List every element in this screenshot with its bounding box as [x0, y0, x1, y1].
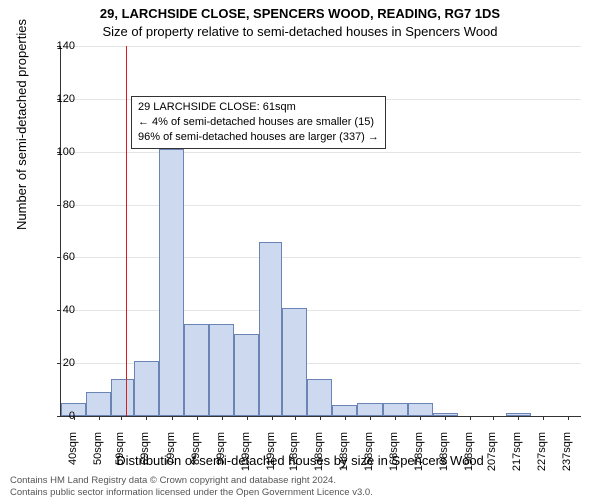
xtick-mark	[543, 416, 544, 420]
histogram-bar	[111, 379, 134, 416]
xtick-mark	[121, 416, 122, 420]
xtick-label: 148sqm	[338, 432, 350, 476]
xtick-mark	[370, 416, 371, 420]
xtick-mark	[222, 416, 223, 420]
xtick-label: 59sqm	[114, 432, 126, 476]
xtick-label: 207sqm	[486, 432, 498, 476]
xtick-mark	[395, 416, 396, 420]
annotation-line2: ← 4% of semi-detached houses are smaller…	[138, 115, 379, 130]
footer-licence: Contains public sector information licen…	[10, 487, 373, 498]
xtick-mark	[420, 416, 421, 420]
histogram-bar	[383, 403, 408, 416]
gridline	[61, 46, 581, 47]
xtick-label: 109sqm	[240, 432, 252, 476]
xtick-mark	[99, 416, 100, 420]
ytick-label: 20	[40, 357, 75, 369]
xtick-mark	[197, 416, 198, 420]
xtick-mark	[470, 416, 471, 420]
xtick-label: 119sqm	[265, 432, 277, 476]
chart-container: 29, LARCHSIDE CLOSE, SPENCERS WOOD, READ…	[0, 0, 600, 500]
annotation-line1: 29 LARCHSIDE CLOSE: 61sqm	[138, 100, 379, 115]
xtick-label: 138sqm	[313, 432, 325, 476]
xtick-mark	[320, 416, 321, 420]
histogram-bar	[307, 379, 332, 416]
ytick-label: 80	[40, 199, 75, 211]
histogram-bar	[357, 403, 382, 416]
xtick-label: 217sqm	[511, 432, 523, 476]
histogram-bar	[234, 334, 259, 416]
gridline	[61, 257, 581, 258]
xtick-label: 237sqm	[561, 432, 573, 476]
histogram-bar	[282, 308, 307, 416]
histogram-bar	[209, 324, 234, 417]
ytick-label: 100	[40, 146, 75, 158]
xtick-label: 168sqm	[388, 432, 400, 476]
ytick-label: 60	[40, 251, 75, 263]
x-axis-label: Distribution of semi-detached houses by …	[0, 453, 600, 468]
xtick-label: 227sqm	[536, 432, 548, 476]
xtick-label: 50sqm	[92, 432, 104, 476]
xtick-label: 99sqm	[215, 432, 227, 476]
xtick-mark	[345, 416, 346, 420]
gridline	[61, 205, 581, 206]
xtick-mark	[295, 416, 296, 420]
y-axis-label: Number of semi-detached properties	[14, 19, 29, 230]
histogram-bar	[184, 324, 209, 417]
histogram-bar	[332, 405, 357, 416]
ytick-label: 0	[40, 410, 75, 422]
chart-title-description: Size of property relative to semi-detach…	[0, 24, 600, 39]
annotation-line3: 96% of semi-detached houses are larger (…	[138, 130, 379, 145]
xtick-mark	[247, 416, 248, 420]
chart-title-address: 29, LARCHSIDE CLOSE, SPENCERS WOOD, READ…	[0, 6, 600, 21]
xtick-label: 40sqm	[67, 432, 79, 476]
xtick-label: 89sqm	[190, 432, 202, 476]
xtick-label: 79sqm	[165, 432, 177, 476]
xtick-label: 69sqm	[139, 432, 151, 476]
annotation-box: 29 LARCHSIDE CLOSE: 61sqm ← 4% of semi-d…	[131, 96, 386, 149]
histogram-bar	[134, 361, 159, 417]
xtick-label: 198sqm	[463, 432, 475, 476]
footer-copyright: Contains HM Land Registry data © Crown c…	[10, 475, 336, 486]
xtick-label: 158sqm	[363, 432, 375, 476]
ytick-label: 140	[40, 40, 75, 52]
plot-area: 29 LARCHSIDE CLOSE: 61sqm ← 4% of semi-d…	[60, 46, 581, 417]
gridline	[61, 152, 581, 153]
xtick-label: 188sqm	[438, 432, 450, 476]
histogram-bar	[408, 403, 433, 416]
xtick-mark	[445, 416, 446, 420]
xtick-mark	[172, 416, 173, 420]
histogram-bar	[259, 242, 282, 416]
histogram-bar	[159, 149, 184, 416]
xtick-mark	[568, 416, 569, 420]
xtick-mark	[146, 416, 147, 420]
ytick-label: 40	[40, 304, 75, 316]
gridline	[61, 310, 581, 311]
xtick-label: 178sqm	[413, 432, 425, 476]
xtick-mark	[518, 416, 519, 420]
histogram-bar	[86, 392, 111, 416]
xtick-mark	[493, 416, 494, 420]
xtick-label: 128sqm	[288, 432, 300, 476]
xtick-mark	[272, 416, 273, 420]
ytick-label: 120	[40, 93, 75, 105]
property-marker-line	[126, 46, 127, 416]
